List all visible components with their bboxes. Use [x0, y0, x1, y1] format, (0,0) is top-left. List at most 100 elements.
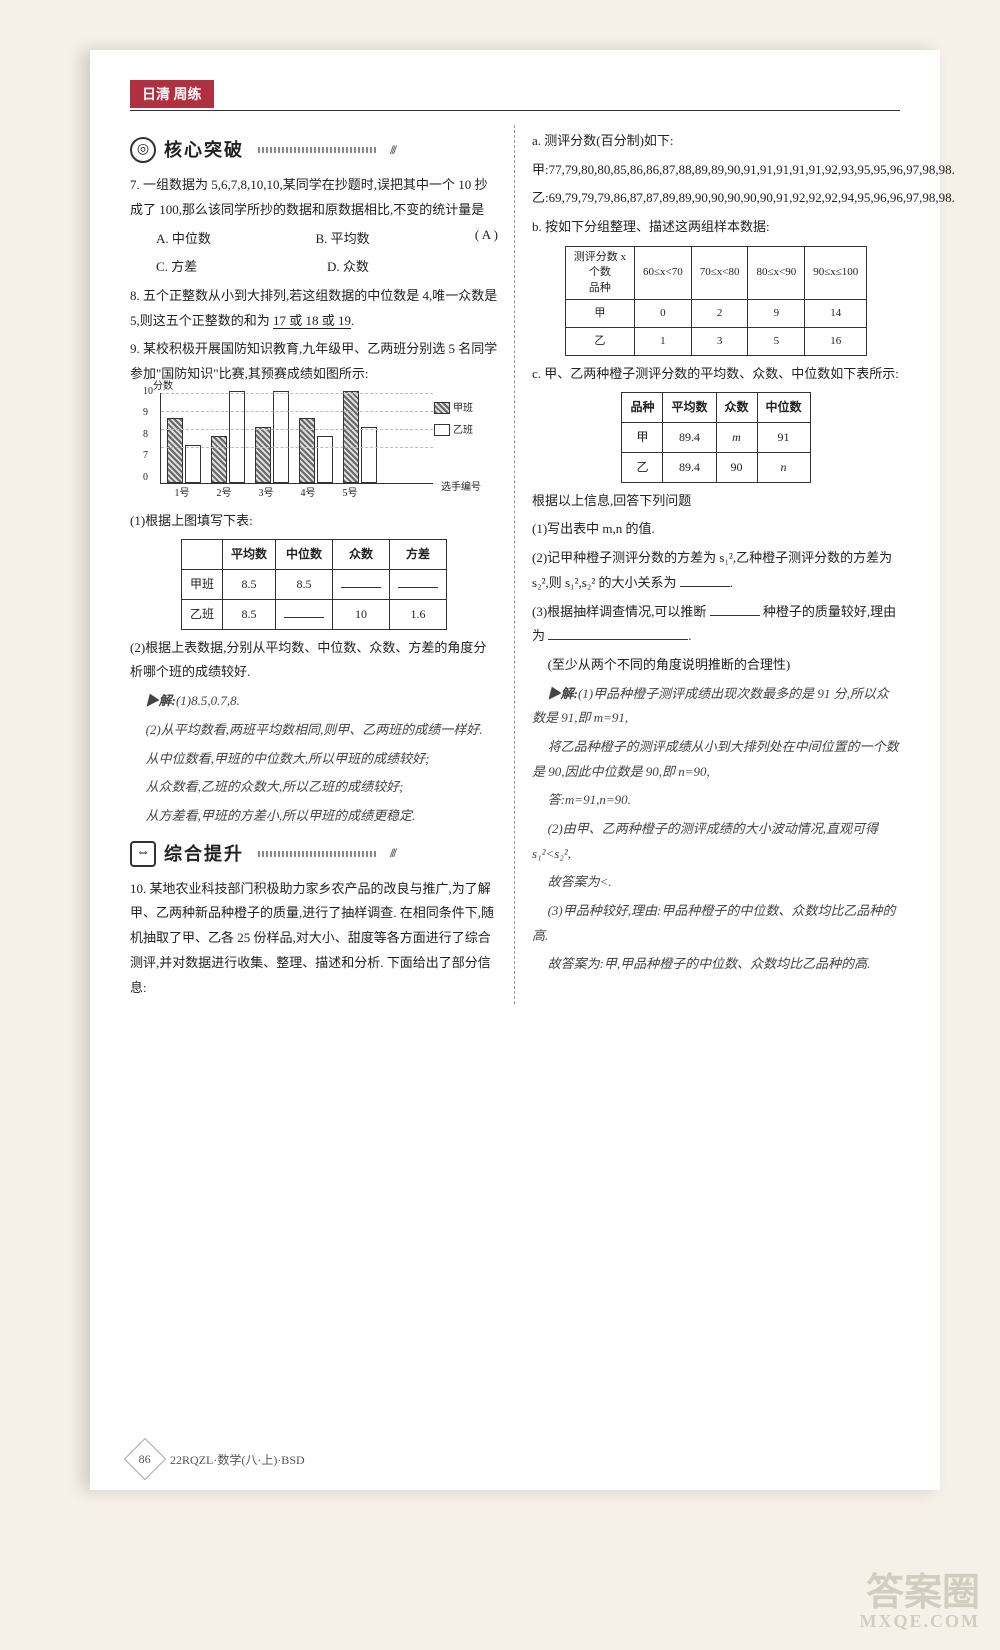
legend-a-label: 甲班 [453, 399, 473, 418]
target-icon: ◎ [130, 137, 156, 163]
p2-tail: . [730, 575, 733, 590]
td: 8.5 [223, 599, 276, 629]
right-column: a. 测评分数(百分制)如下: 甲:77,79,80,80,85,86,86,8… [532, 125, 900, 1004]
bar-b [229, 391, 245, 483]
td [333, 570, 390, 600]
q9-sol2b: 从中位数看,甲班的中位数大,所以甲班的成绩较好; [130, 747, 498, 772]
td: 甲班 [181, 570, 222, 600]
swatch-b [434, 424, 450, 436]
q7-A: A. 中位数 [156, 227, 315, 252]
q9-sol2c: 从众数看,乙班的众数大,所以乙班的成绩较好; [130, 775, 498, 800]
td: 89.4 [663, 423, 716, 453]
xcat: 2号 [208, 484, 240, 503]
p1: (1)写出表中 m,n 的值. [532, 517, 900, 542]
th: 80≤x<90 [748, 246, 805, 299]
table-row: 测评分数 x 个数 品种 60≤x<70 70≤x<80 80≤x<90 90≤… [565, 246, 867, 299]
x-axis-label: 选手编号 [441, 478, 481, 497]
sol-text: (1)8.5,0.7,8. [176, 693, 240, 708]
xcat: 4号 [292, 484, 324, 503]
cell-text: 品种 [574, 281, 626, 296]
s1c: 答:m=91,n=90. [532, 788, 900, 813]
s3b: 故答案为:甲,甲品种橙子的中位数、众数均比乙品种的高. [532, 952, 900, 977]
bar-a [255, 427, 271, 483]
section2-title: 综合提升 [164, 837, 244, 871]
bar-b [361, 427, 377, 483]
q7-stem: 7. 一组数据为 5,6,7,8,10,10,某同学在抄题时,误把其中一个 10… [130, 177, 488, 217]
th: 平均数 [223, 540, 276, 570]
q7-B: B. 平均数 [315, 227, 474, 252]
bar-a [299, 418, 315, 483]
q9-sub1: (1)根据上图填写下表: [130, 509, 498, 534]
table-row: 甲 89.4 m 91 [622, 423, 810, 453]
q7-D: D. 众数 [327, 255, 498, 280]
s3a: (3)甲品种较好,理由:甲品种橙子的中位数、众数均比乙品种的高. [532, 899, 900, 948]
bar-b [185, 445, 201, 483]
tableB: 测评分数 x 个数 品种 60≤x<70 70≤x<80 80≤x<90 90≤… [565, 246, 868, 356]
q9-sol2a: (2)从平均数看,两班平均数相同,则甲、乙两班的成绩一样好. [130, 718, 498, 743]
bar-b [273, 391, 289, 483]
td: 乙 [622, 452, 663, 482]
s1b: 将乙品种橙子的测评成绩从小到大排列处在中间位置的一个数是 90,因此中位数是 9… [532, 735, 900, 784]
q9-intro: 9. 某校积极开展国防知识教育,九年级甲、乙两班分别选 5 名同学参加"国防知识… [130, 337, 498, 386]
q9-sol1: ▶解:(1)8.5,0.7,8. [130, 689, 498, 714]
td: 8.5 [276, 570, 333, 600]
td: 14 [805, 299, 867, 327]
td: 2 [691, 299, 748, 327]
q7-C: C. 方差 [156, 255, 327, 280]
c-label: c. 甲、乙两种橙子测评分数的平均数、众数、中位数如下表所示: [532, 362, 900, 387]
cell-text: 测评分数 x [574, 250, 626, 265]
td: 89.4 [663, 452, 716, 482]
th: 平均数 [663, 393, 716, 423]
legend: 甲班 乙班 [434, 399, 473, 443]
jia-data: 甲:77,79,80,80,85,86,86,87,88,89,89,90,91… [532, 158, 900, 183]
td-var: n [781, 460, 787, 474]
q7-answer: ( A ) [475, 223, 498, 248]
q10-text: 10. 某地农业科技部门积极助力家乡农产品的改良与推广,为了解甲、乙两种新品种橙… [130, 877, 498, 1000]
table-row: 平均数 中位数 众数 方差 [181, 540, 446, 570]
sol-label: ▶解: [146, 693, 176, 708]
arrows-icon: ⇔ [130, 841, 156, 867]
q9-sub2: (2)根据上表数据,分别从平均数、中位数、众数、方差的角度分析哪个班的成绩较好. [130, 636, 498, 685]
ytick: 10 [143, 387, 153, 397]
q9-sol2d: 从方差看,甲班的方差小,所以甲班的成绩更稳定. [130, 804, 498, 829]
stripe-decor [258, 851, 378, 857]
blank [680, 573, 730, 587]
td: 甲 [622, 423, 663, 453]
blank [548, 626, 688, 640]
header-bar: 日清 周练 [130, 80, 900, 111]
table-row: 品种 平均数 众数 中位数 [622, 393, 810, 423]
footer: 86 22RQZL·数学(八·上)·BSD [130, 1444, 305, 1474]
legend-b: 乙班 [434, 421, 473, 440]
watermark-text: 答案圈 [866, 1572, 980, 1614]
watermark: 答案圈 MXQE.COM [860, 1574, 980, 1630]
blank [398, 575, 438, 588]
p3d: (至少从两个不同的角度说明推断的合理性) [532, 653, 900, 678]
bars-3 [255, 391, 289, 483]
th: 众数 [716, 393, 757, 423]
section1-title: 核心突破 [164, 133, 244, 167]
td: 3 [691, 327, 748, 355]
table-row: 乙 89.4 90 n [622, 452, 810, 482]
bars-2 [211, 391, 245, 483]
bars-5 [343, 391, 377, 483]
bar-b [317, 436, 333, 483]
td: 1 [634, 327, 691, 355]
a-label: a. 测评分数(百分制)如下: [532, 129, 900, 154]
y-axis-label: 分数 [153, 377, 173, 396]
td: 5 [748, 327, 805, 355]
th: 方差 [390, 540, 447, 570]
q8-ans: 17 或 18 或 19 [273, 313, 351, 328]
th: 90≤x≤100 [805, 246, 867, 299]
td: 9 [748, 299, 805, 327]
th: 中位数 [757, 393, 810, 423]
td: 91 [757, 423, 810, 453]
s2a: (2)由甲、乙两种橙子的测评成绩的大小波动情况,直观可得 s₁²<s₂², [532, 817, 900, 866]
ytick: 8 [143, 430, 153, 440]
section-comprehensive: ⇔ 综合提升 /// [130, 837, 498, 871]
sol-text: (1)甲品种橙子测评成绩出现次数最多的是 91 分,所以众数是 91,即 m=9… [532, 686, 889, 726]
legend-b-label: 乙班 [453, 421, 473, 440]
prompt: 根据以上信息,回答下列问题 [532, 489, 900, 514]
td: 测评分数 x 个数 品种 [565, 246, 634, 299]
th: 品种 [622, 393, 663, 423]
cell-text: 个数 [574, 265, 626, 280]
